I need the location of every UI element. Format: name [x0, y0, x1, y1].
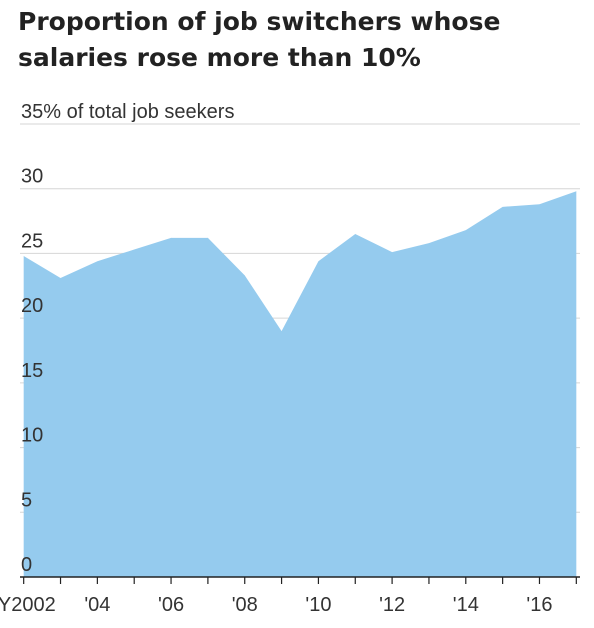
y-tick-label-0: 0	[21, 554, 32, 576]
x-tick-label-2002: FY2002	[0, 594, 56, 616]
y-tick-label-10: 10	[21, 425, 43, 447]
area-series	[23, 191, 577, 577]
x-axis	[20, 576, 580, 584]
x-tick-label-2012: '12	[379, 594, 405, 616]
y-tick-label-35: 35% of total job seekers	[21, 101, 234, 123]
x-tick-label-2010: '10	[305, 594, 331, 616]
x-tick-label-2016: '16	[526, 594, 552, 616]
x-tick-label-2014: '14	[453, 594, 479, 616]
y-tick-label-5: 5	[21, 489, 32, 511]
y-tick-label-25: 25	[21, 230, 43, 252]
x-tick-label-2004: '04	[84, 594, 110, 616]
x-tick-label-2008: '08	[232, 594, 258, 616]
x-tick-label-2006: '06	[158, 594, 184, 616]
unit-label: % of total job seekers	[43, 101, 234, 123]
axis-labels: 0 5 10 15 20 25 30 35% of total job seekers FY20…	[0, 101, 553, 616]
y-tick-label-20: 20	[21, 295, 43, 317]
chart-title: Proportion of job switchers whose salari…	[18, 7, 501, 72]
y-tick-label-15: 15	[21, 360, 43, 382]
area-fill	[23, 191, 577, 577]
y-tick-label-30: 30	[21, 166, 43, 188]
